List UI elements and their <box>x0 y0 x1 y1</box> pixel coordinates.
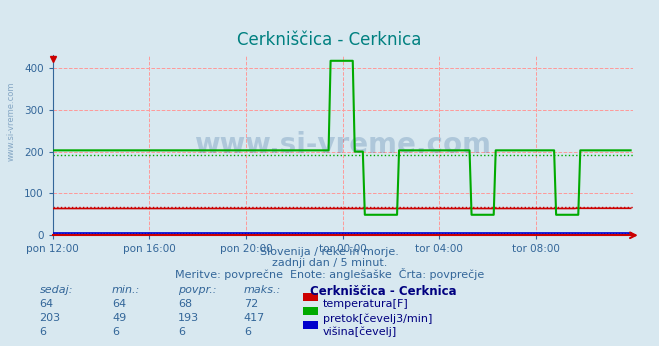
Text: maks.:: maks.: <box>244 285 281 295</box>
Text: 6: 6 <box>112 327 119 337</box>
Text: www.si-vreme.com: www.si-vreme.com <box>194 131 491 159</box>
Text: Slovenija / reke in morje.: Slovenija / reke in morje. <box>260 247 399 257</box>
Text: 72: 72 <box>244 299 258 309</box>
Text: Meritve: povprečne  Enote: anglešaške  Črta: povprečje: Meritve: povprečne Enote: anglešaške Črt… <box>175 268 484 280</box>
Text: www.si-vreme.com: www.si-vreme.com <box>7 81 16 161</box>
Text: 68: 68 <box>178 299 192 309</box>
Text: 6: 6 <box>244 327 251 337</box>
Text: 6: 6 <box>40 327 47 337</box>
Text: Cerkniščica - Cerknica: Cerkniščica - Cerknica <box>237 31 422 49</box>
Text: zadnji dan / 5 minut.: zadnji dan / 5 minut. <box>272 258 387 268</box>
Text: 49: 49 <box>112 313 127 323</box>
Text: povpr.:: povpr.: <box>178 285 216 295</box>
Text: min.:: min.: <box>112 285 140 295</box>
Text: pretok[čevelj3/min]: pretok[čevelj3/min] <box>323 313 432 324</box>
Text: Cerkniščica - Cerknica: Cerkniščica - Cerknica <box>310 285 456 299</box>
Text: temperatura[F]: temperatura[F] <box>323 299 409 309</box>
Text: 64: 64 <box>40 299 53 309</box>
Text: 203: 203 <box>40 313 61 323</box>
Text: 193: 193 <box>178 313 199 323</box>
Text: 6: 6 <box>178 327 185 337</box>
Text: 64: 64 <box>112 299 126 309</box>
Text: višina[čevelj]: višina[čevelj] <box>323 327 397 337</box>
Text: 417: 417 <box>244 313 265 323</box>
Text: sedaj:: sedaj: <box>40 285 73 295</box>
